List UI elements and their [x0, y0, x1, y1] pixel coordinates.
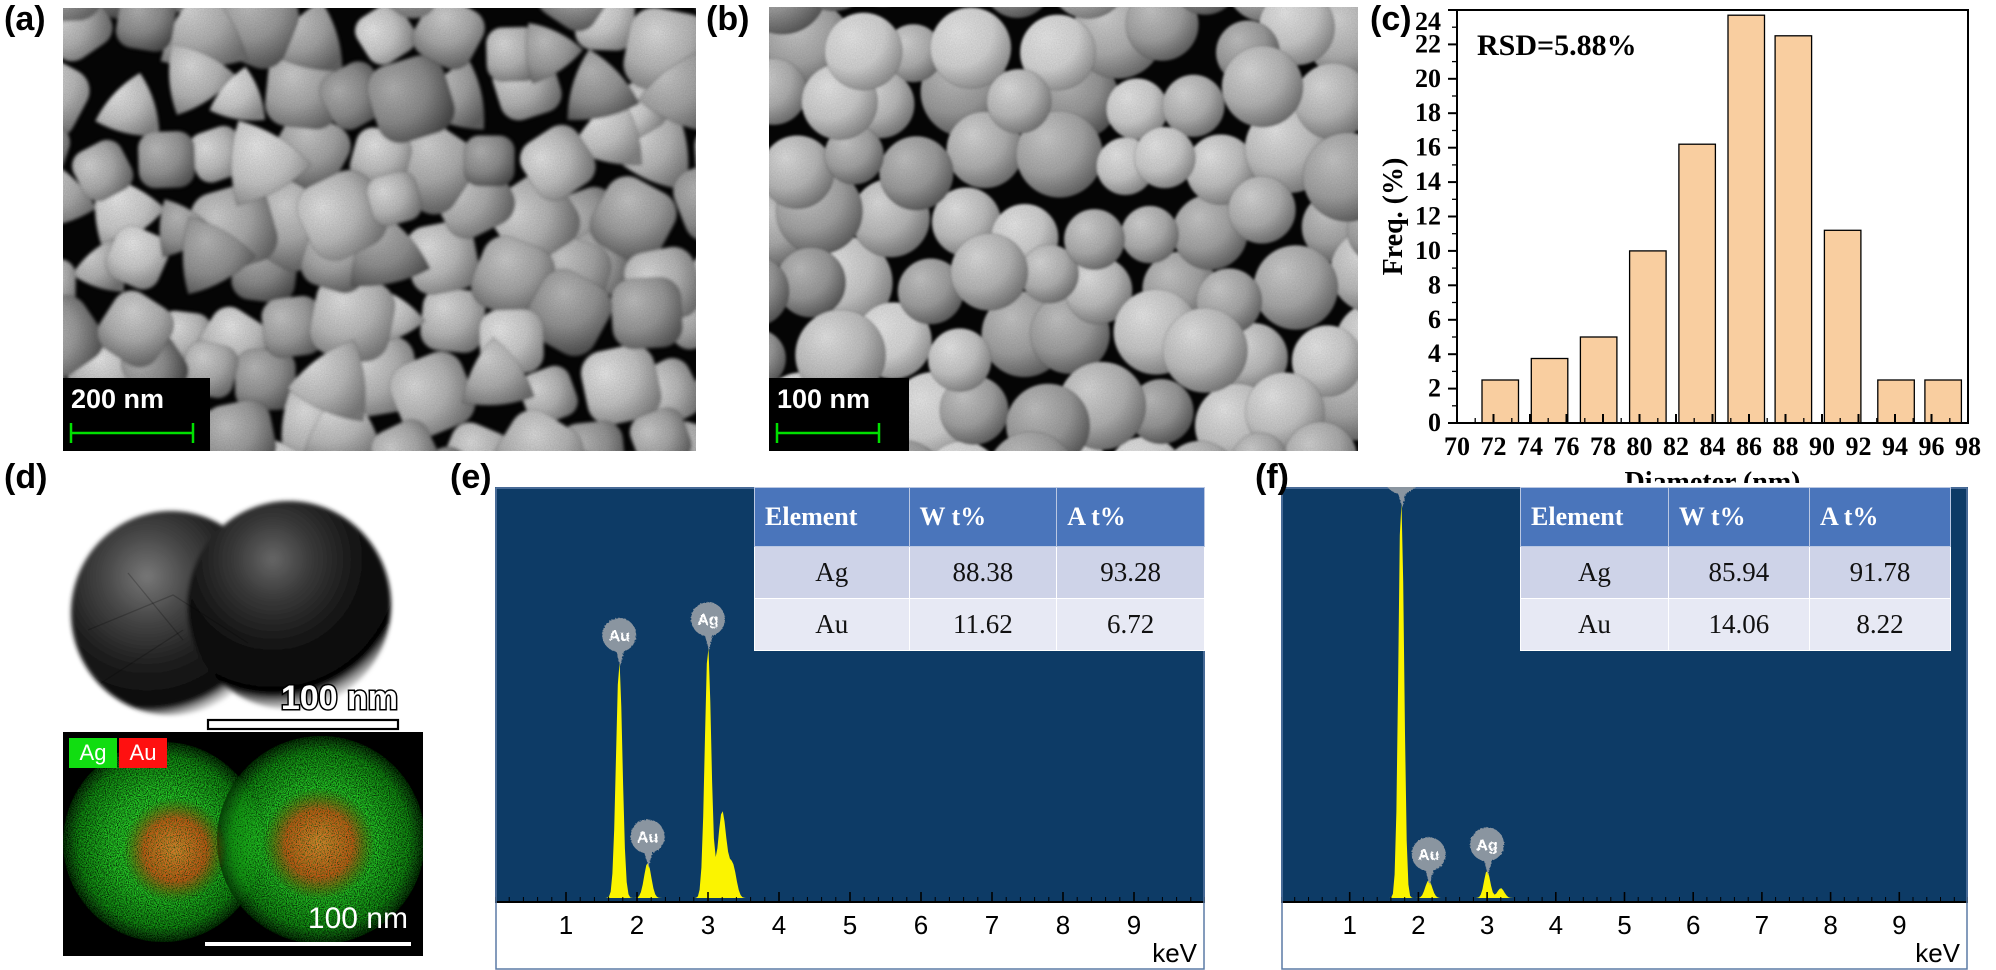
svg-text:5: 5: [843, 910, 857, 940]
svg-text:2: 2: [1411, 910, 1425, 940]
svg-text:Ag: Ag: [80, 740, 107, 765]
svg-text:94: 94: [1882, 432, 1908, 461]
svg-text:1: 1: [1342, 910, 1356, 940]
svg-text:10: 10: [1415, 236, 1441, 265]
svg-text:100 nm: 100 nm: [777, 384, 870, 414]
svg-text:RSD=5.88%: RSD=5.88%: [1477, 29, 1637, 62]
svg-text:92: 92: [1846, 432, 1872, 461]
svg-text:5: 5: [1617, 910, 1631, 940]
svg-text:3: 3: [1480, 910, 1494, 940]
svg-text:9: 9: [1127, 910, 1141, 940]
svg-text:14: 14: [1415, 167, 1441, 196]
svg-text:Diameter (nm): Diameter (nm): [1625, 467, 1801, 483]
svg-text:7: 7: [985, 910, 999, 940]
svg-text:Ag: Ag: [697, 612, 718, 629]
svg-text:80: 80: [1627, 432, 1653, 461]
svg-text:24: 24: [1415, 8, 1441, 36]
svg-text:4: 4: [1428, 339, 1441, 368]
svg-text:Au: Au: [1418, 847, 1439, 864]
svg-text:76: 76: [1554, 432, 1580, 461]
svg-text:keV: keV: [1915, 938, 1960, 968]
svg-text:96: 96: [1919, 432, 1945, 461]
svg-text:90: 90: [1809, 432, 1835, 461]
svg-text:8: 8: [1056, 910, 1070, 940]
svg-text:18: 18: [1415, 98, 1441, 127]
svg-text:2: 2: [630, 910, 644, 940]
svg-text:88: 88: [1773, 432, 1799, 461]
svg-text:98: 98: [1955, 432, 1981, 461]
svg-text:Freq. (%): Freq. (%): [1380, 158, 1409, 276]
svg-text:20: 20: [1415, 64, 1441, 93]
svg-text:6: 6: [1428, 305, 1441, 334]
svg-text:82: 82: [1663, 432, 1689, 461]
svg-text:6: 6: [914, 910, 928, 940]
svg-text:Au: Au: [130, 740, 157, 765]
svg-text:200 nm: 200 nm: [71, 384, 164, 414]
svg-text:74: 74: [1517, 432, 1543, 461]
svg-text:1: 1: [559, 910, 573, 940]
svg-text:3: 3: [701, 910, 715, 940]
svg-text:keV: keV: [1152, 938, 1197, 968]
svg-text:78: 78: [1590, 432, 1616, 461]
svg-text:8: 8: [1428, 270, 1441, 299]
svg-text:0: 0: [1428, 408, 1441, 437]
svg-text:6: 6: [1686, 910, 1700, 940]
svg-text:100 nm: 100 nm: [308, 902, 408, 935]
svg-text:100 nm: 100 nm: [281, 679, 398, 717]
svg-text:72: 72: [1481, 432, 1507, 461]
svg-text:12: 12: [1415, 202, 1441, 231]
svg-text:4: 4: [1549, 910, 1563, 940]
svg-text:Au: Au: [609, 628, 630, 645]
svg-text:7: 7: [1755, 910, 1769, 940]
svg-text:86: 86: [1736, 432, 1762, 461]
svg-text:84: 84: [1700, 432, 1726, 461]
svg-text:Ag: Ag: [1476, 837, 1497, 854]
svg-text:70: 70: [1444, 432, 1470, 461]
svg-text:4: 4: [772, 910, 786, 940]
svg-text:Au: Au: [637, 829, 658, 846]
svg-text:9: 9: [1892, 910, 1906, 940]
svg-text:2: 2: [1428, 374, 1441, 403]
svg-text:8: 8: [1823, 910, 1837, 940]
svg-text:16: 16: [1415, 133, 1441, 162]
